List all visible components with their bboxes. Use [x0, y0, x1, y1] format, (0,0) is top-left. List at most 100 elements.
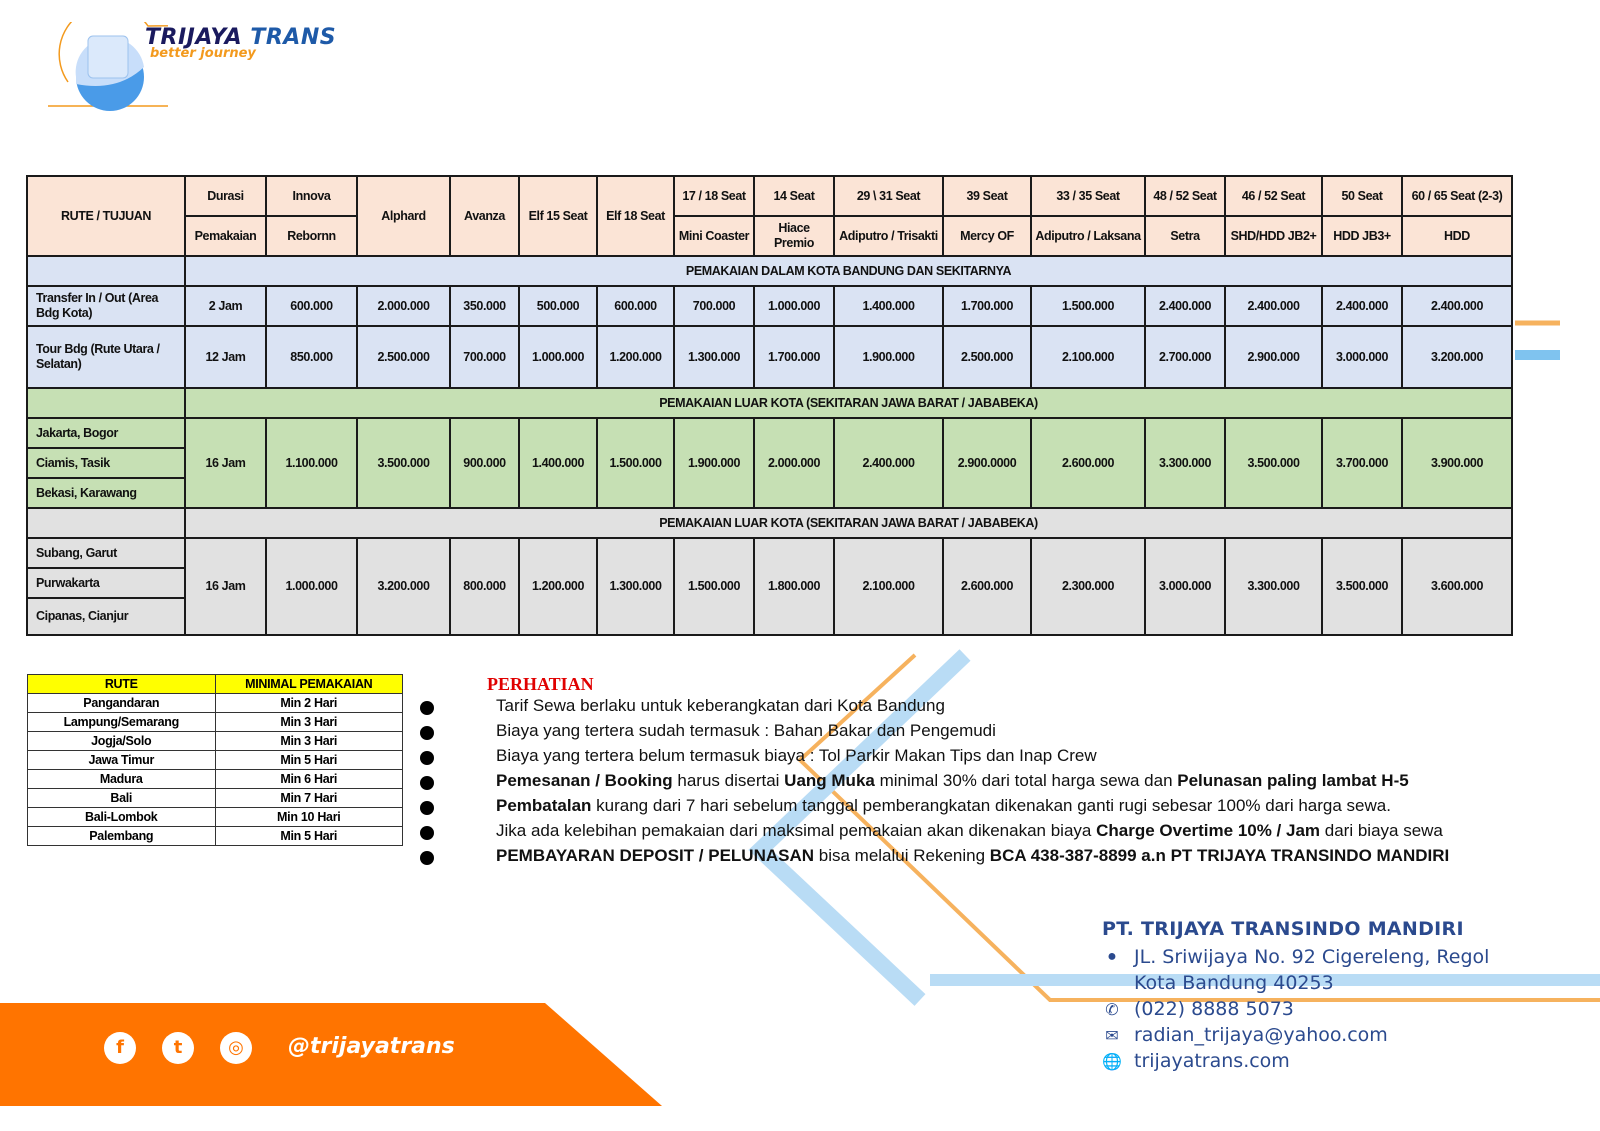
- column-header: Innova: [265, 175, 358, 217]
- price-cell: 500.000: [518, 285, 598, 327]
- section-title: PEMAKAIAN DALAM KOTA BANDUNG DAN SEKITAR…: [184, 255, 1513, 287]
- column-subheader: Adiputro / Trisakti: [833, 215, 944, 257]
- minimum-cell: Min 3 Hari: [214, 731, 403, 751]
- minimum-cell: Min 3 Hari: [214, 712, 403, 732]
- table-row: Bali Min 7 Hari: [27, 788, 403, 808]
- note-text: bisa melalui Rekening: [814, 846, 990, 865]
- price-cell: 3.200.000: [356, 537, 451, 636]
- price-cell: 3.300.000: [1144, 417, 1226, 509]
- price-cell: 2.500.000: [356, 325, 451, 389]
- website[interactable]: trijayatrans.com: [1134, 1050, 1290, 1072]
- note-item: PEMBAYARAN DEPOSIT / PELUNASAN bisa mela…: [496, 846, 1449, 866]
- column-header: Elf 15 Seat: [518, 175, 598, 257]
- price-cell: 3.700.000: [1321, 417, 1403, 509]
- section-title: PEMAKAIAN LUAR KOTA (SEKITARAN JAWA BARA…: [184, 507, 1513, 539]
- column-subheader: SHD/HDD JB2+: [1224, 215, 1323, 257]
- bullet-icon: [420, 826, 434, 840]
- column-header: Elf 18 Seat: [596, 175, 675, 257]
- table-row: Purwakarta: [26, 567, 1512, 599]
- price-cell: 850.000: [265, 325, 358, 389]
- price-cell: 1.500.000: [1030, 285, 1146, 327]
- header-row: RUTE / TUJUAN Durasi Innova Alphard Avanza El…: [26, 175, 1513, 257]
- route-cell: Bali-Lombok: [27, 807, 216, 827]
- table-row: Lampung/Semarang Min 3 Hari: [27, 712, 403, 732]
- price-cell: 900.000: [449, 417, 520, 509]
- note-text: harus disertai: [672, 771, 785, 790]
- section-row: PEMAKAIAN DALAM KOTA BANDUNG DAN SEKITAR…: [26, 255, 1513, 287]
- route-cell: Transfer In / Out (Area Bdg Kota): [26, 285, 186, 327]
- header-row: Pemakaian Rebornn Mini Coaster Hiace Premio…: [27, 215, 1513, 257]
- price-cell: 3.300.000: [1224, 537, 1323, 636]
- column-header: 14 Seat: [753, 175, 835, 217]
- price-cell: 2.700.000: [1144, 325, 1226, 389]
- social-handle[interactable]: @trijayatrans: [288, 1034, 455, 1059]
- price-cell: 3.000.000: [1321, 325, 1403, 389]
- bullet-icon: [420, 701, 434, 715]
- twitter-icon[interactable]: t: [162, 1032, 194, 1064]
- price-cell: 3.200.000: [1401, 325, 1513, 389]
- table-row: Ciamis, Tasik: [26, 447, 1512, 479]
- logo-wordmark: TRIJAYA TRANS: [145, 25, 337, 50]
- address-line-1: JL. Sriwijaya No. 92 Cigereleng, Regol: [1134, 946, 1490, 968]
- price-cell: 350.000: [449, 285, 520, 327]
- minimum-cell: Min 5 Hari: [214, 750, 403, 770]
- note-text: Tarif Sewa berlaku untuk keberangkatan d…: [496, 696, 945, 715]
- price-cell: 1.400.000: [518, 417, 598, 509]
- table-row: Jawa Timur Min 5 Hari: [27, 750, 403, 770]
- email-icon: ✉: [1105, 1028, 1119, 1045]
- price-cell: 2.400.000: [1401, 285, 1513, 327]
- section-spacer: [26, 255, 186, 287]
- column-header: 46 / 52 Seat: [1224, 175, 1323, 217]
- price-cell: 2.100.000: [833, 537, 944, 636]
- price-cell: 1.100.000: [265, 417, 358, 509]
- column-header-route: RUTE / TUJUAN: [26, 175, 186, 257]
- email-address[interactable]: radian_trijaya@yahoo.com: [1134, 1024, 1388, 1046]
- column-subheader: Hiace Premio: [753, 215, 835, 257]
- price-cell: 3.500.000: [356, 417, 451, 509]
- column-subheader: Setra: [1144, 215, 1226, 257]
- price-cell: 2.300.000: [1030, 537, 1146, 636]
- column-subheader: Adiputro / Laksana: [1030, 215, 1146, 257]
- column-header: 60 / 65 Seat (2-3): [1401, 175, 1513, 217]
- column-header: 50 Seat: [1321, 175, 1403, 217]
- route-cell: Madura: [27, 769, 216, 789]
- route-cell: Lampung/Semarang: [27, 712, 216, 732]
- price-cell: 1.500.000: [596, 417, 675, 509]
- duration-cell: 16 Jam: [184, 537, 267, 636]
- notes-title: PERHATIAN: [487, 674, 594, 694]
- note-text: dari biaya sewa: [1320, 821, 1443, 840]
- route-cell: Subang, Garut: [26, 537, 186, 569]
- company-name: PT. TRIJAYA TRANSINDO MANDIRI: [1102, 918, 1464, 940]
- note-item: Tarif Sewa berlaku untuk keberangkatan d…: [496, 696, 945, 716]
- table-row: Madura Min 6 Hari: [27, 769, 403, 789]
- instagram-icon[interactable]: ◎: [220, 1032, 252, 1064]
- phone-number: (022) 8888 5073: [1134, 998, 1294, 1020]
- facebook-icon[interactable]: f: [104, 1032, 136, 1064]
- minimum-cell: Min 10 Hari: [214, 807, 403, 827]
- min-table-header: RUTE MINIMAL PEMAKAIAN: [27, 674, 403, 694]
- price-cell: 1.000.000: [753, 285, 835, 327]
- note-text: minimal 30% dari total harga sewa dan: [874, 771, 1178, 790]
- note-item: Pemesanan / Booking harus disertai Uang …: [496, 771, 1409, 791]
- route-cell: Ciamis, Tasik: [26, 447, 186, 479]
- price-cell: 3.500.000: [1224, 417, 1323, 509]
- price-cell: 2.400.000: [833, 417, 944, 509]
- price-cell: 600.000: [265, 285, 358, 327]
- minimum-cell: Min 2 Hari: [214, 693, 403, 713]
- section-row: PEMAKAIAN LUAR KOTA (SEKITARAN JAWA BARA…: [26, 387, 1513, 419]
- table-row: Pangandaran Min 2 Hari: [27, 693, 403, 713]
- route-cell: Jogja/Solo: [27, 731, 216, 751]
- table-row: Cipanas, Cianjur: [26, 597, 1512, 636]
- price-cell: 2.900.0000: [942, 417, 1032, 509]
- price-cell: 700.000: [449, 325, 520, 389]
- duration-cell: 16 Jam: [184, 417, 267, 509]
- price-cell: 800.000: [449, 537, 520, 636]
- price-cell: 1.800.000: [753, 537, 835, 636]
- phone-icon: ✆: [1105, 1002, 1119, 1019]
- column-header-route: RUTE: [27, 674, 216, 694]
- bullet-icon: [420, 726, 434, 740]
- table-row: Bali-Lombok Min 10 Hari: [27, 807, 403, 827]
- table-row: Palembang Min 5 Hari: [27, 826, 403, 846]
- note-emphasis: Pemesanan / Booking: [496, 771, 673, 790]
